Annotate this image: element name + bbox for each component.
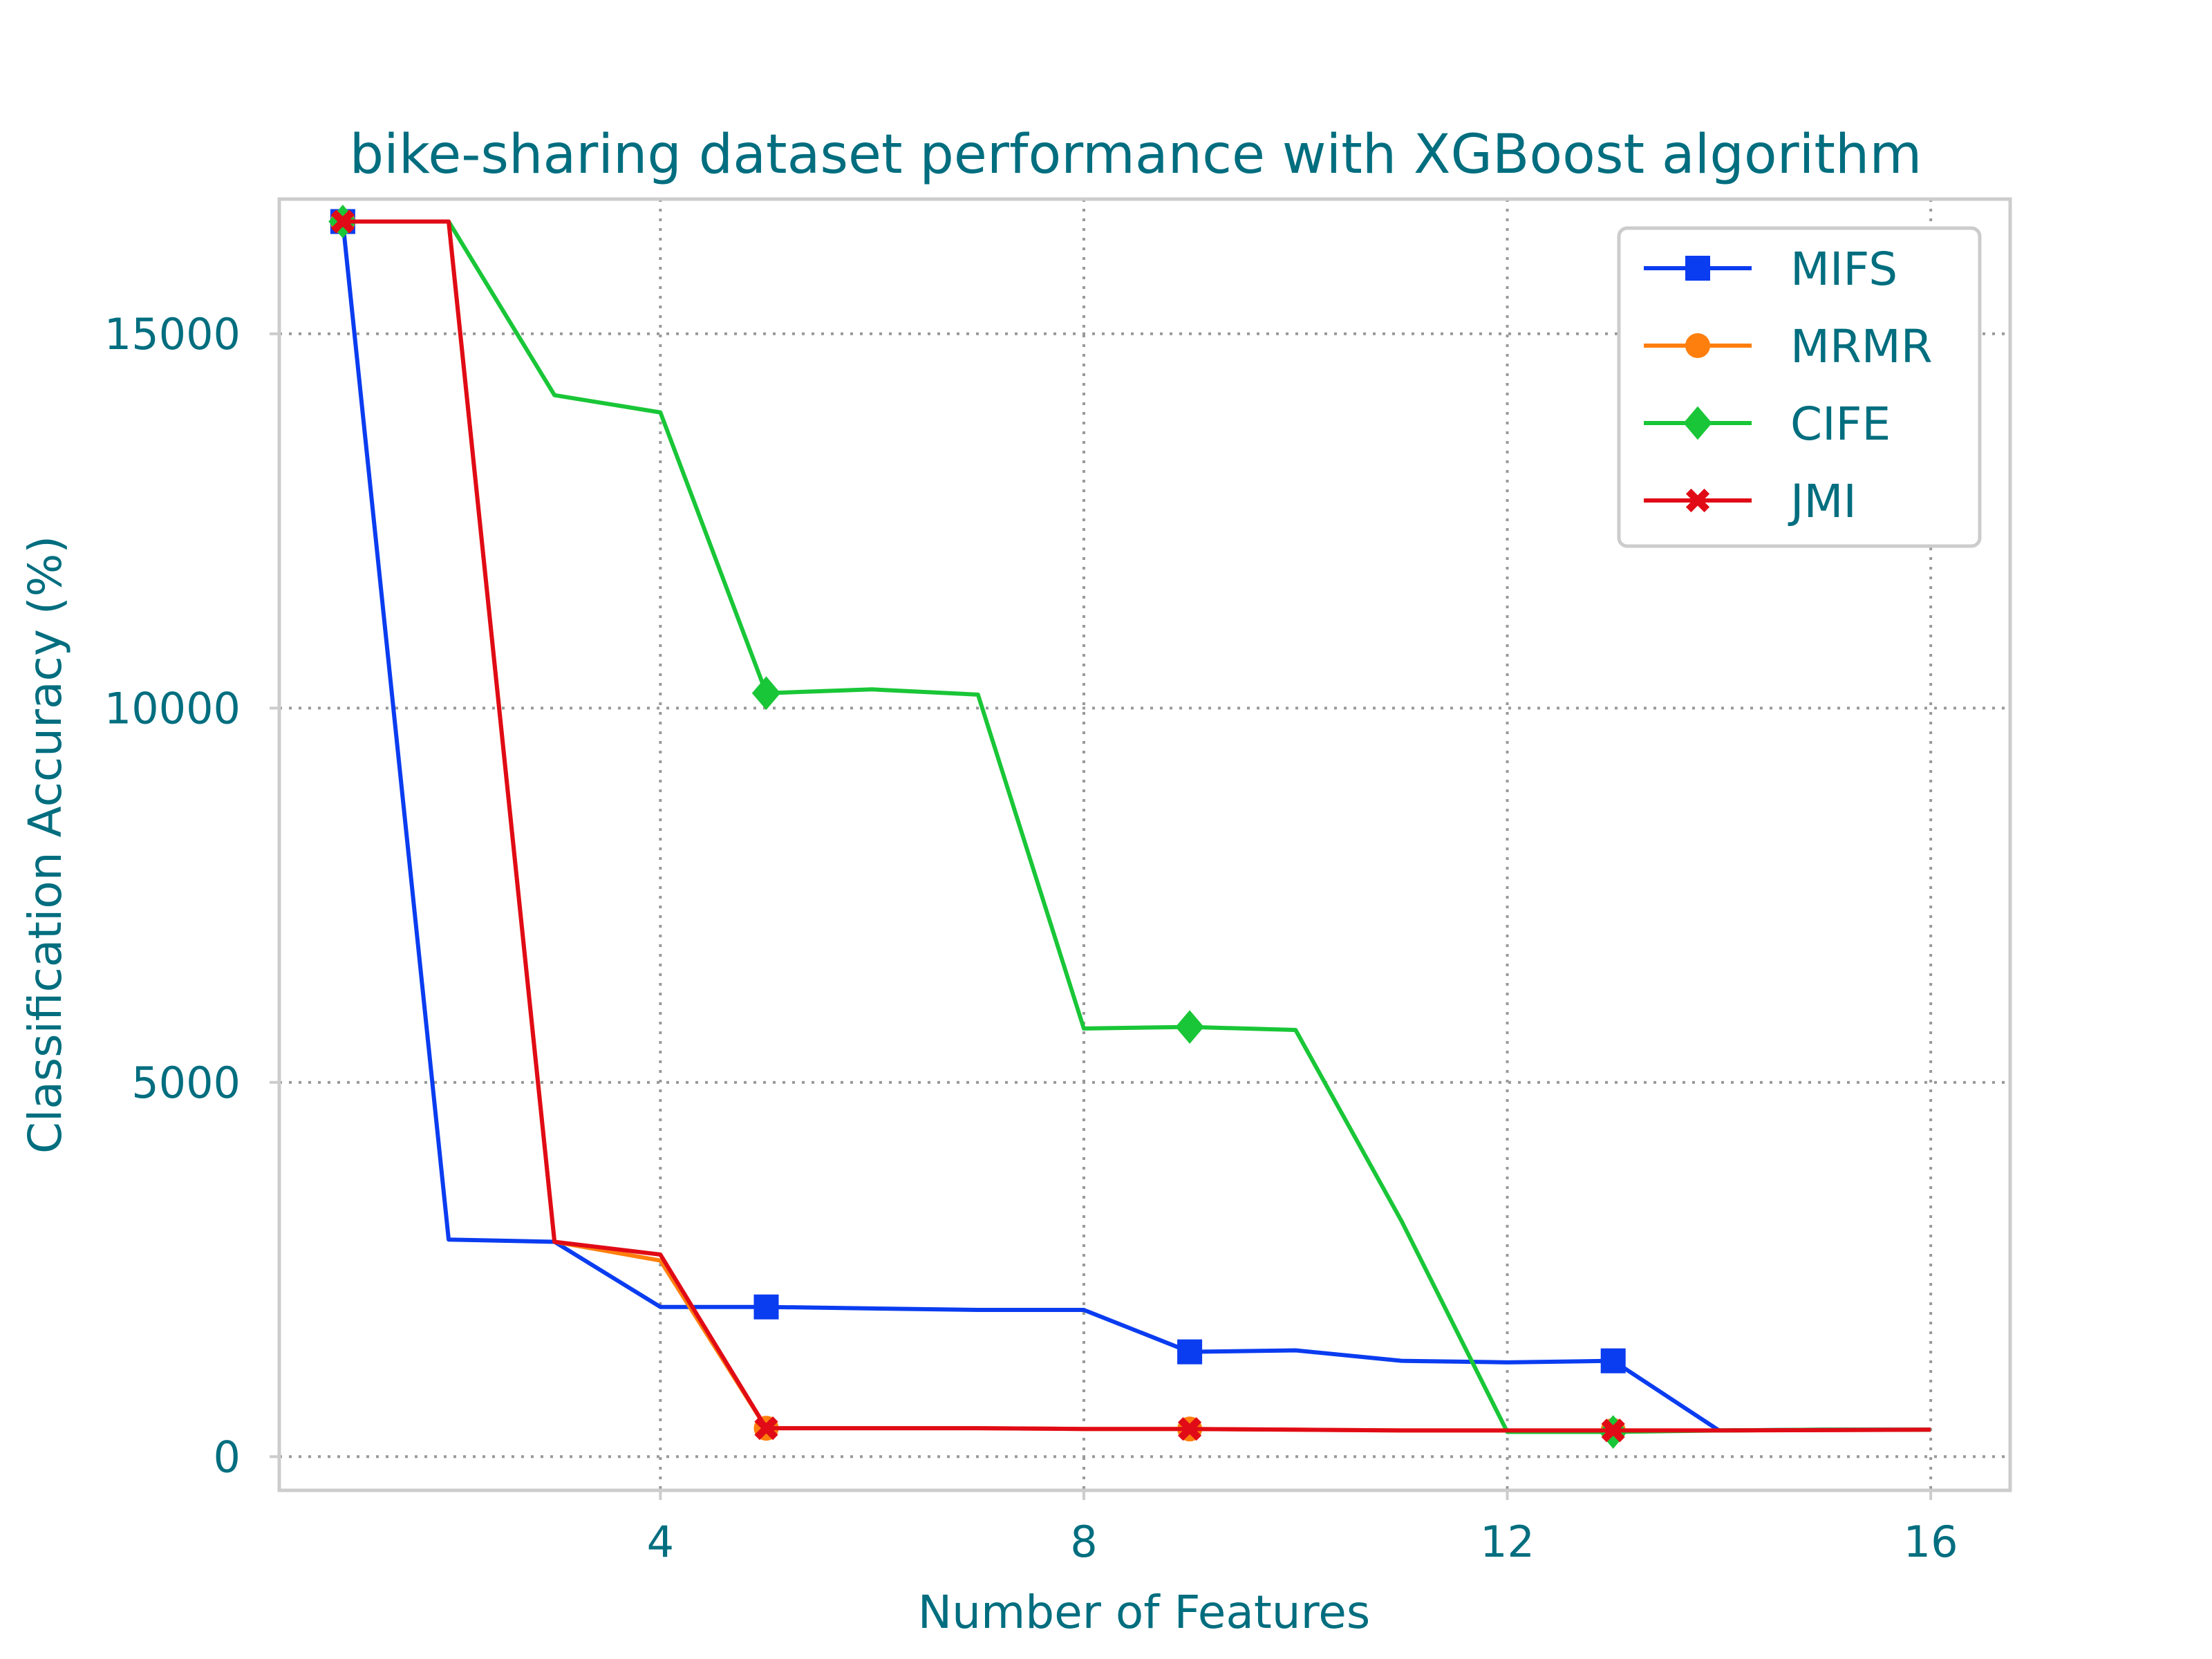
y-tick-label: 15000 [104,309,241,359]
data-point-mifs [753,1294,779,1320]
data-point-jmi [330,209,355,234]
data-point-cife [751,676,781,711]
x-axis-label: Number of Features [918,1586,1371,1639]
chart-title: bike-sharing dataset performance with XG… [350,124,1922,186]
legend-item-mrmr: MRMR [1644,320,1933,373]
x-tick-label: 12 [1480,1517,1535,1567]
y-tick-label: 5000 [131,1058,241,1108]
x-tick-label: 16 [1904,1517,1958,1567]
series-line-jmi [342,219,1931,1433]
series-jmi [330,209,1931,1443]
y-axis-label: Classification Accuracy (%) [19,536,72,1154]
data-point-jmi [1601,1418,1625,1443]
legend-label-jmi: JMI [1788,475,1857,528]
data-point-jmi [1177,1417,1202,1441]
data-point-jmi [754,1416,778,1441]
legend-label-mrmr: MRMR [1790,320,1933,373]
legend-box [1617,226,1982,548]
x-tick-label: 4 [647,1517,674,1567]
series-line-mifs [340,221,1931,1433]
legend-item-jmi: JMI [1644,475,1857,528]
legend-item-cife: CIFE [1644,397,1891,451]
data-point-mifs [1600,1348,1626,1374]
legend: MIFS MRMR CIFE JMI [1617,226,1982,548]
x-tick-label: 8 [1070,1517,1097,1567]
legend-marker-jmi [1685,488,1710,513]
axis-ticks: 4 8 12 16 0 5000 10000 15000 [104,309,1958,1567]
y-tick-label: 0 [214,1432,241,1482]
legend-marker-cife [1683,406,1712,440]
plot-frame [277,197,2012,1492]
data-point-mifs [1177,1339,1203,1365]
series-lines [328,205,1931,1449]
legend-label-mifs: MIFS [1790,243,1897,296]
legend-item-mifs: MIFS [1644,243,1897,296]
data-point-cife [1175,1010,1204,1044]
legend-marker-mrmr [1685,333,1710,358]
y-tick-label: 10000 [104,683,241,733]
legend-label-cife: CIFE [1790,397,1891,451]
legend-marker-mifs [1685,256,1710,281]
